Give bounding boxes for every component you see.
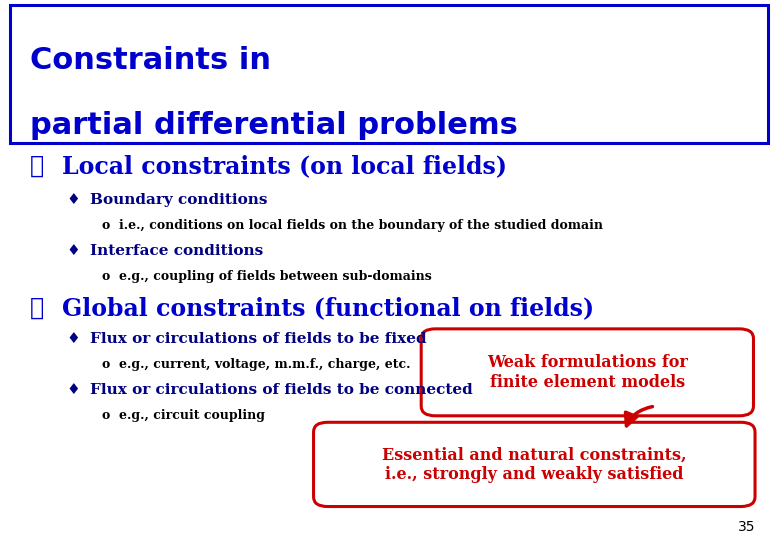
Text: 35: 35 — [738, 519, 755, 534]
Text: o: o — [101, 409, 110, 422]
Text: Flux or circulations of fields to be connected: Flux or circulations of fields to be con… — [90, 383, 473, 397]
Text: e.g., circuit coupling: e.g., circuit coupling — [119, 409, 264, 422]
Text: ♦: ♦ — [66, 383, 80, 397]
FancyBboxPatch shape — [10, 5, 768, 143]
Text: i.e., conditions on local fields on the boundary of the studied domain: i.e., conditions on local fields on the … — [119, 219, 603, 232]
Text: ♦: ♦ — [66, 332, 80, 346]
Text: Weak formulations for
finite element models: Weak formulations for finite element mod… — [487, 354, 688, 390]
Text: Interface conditions: Interface conditions — [90, 244, 263, 258]
Text: ♦: ♦ — [66, 244, 80, 258]
Text: Boundary conditions: Boundary conditions — [90, 193, 268, 207]
Text: Global constraints (functional on fields): Global constraints (functional on fields… — [62, 296, 594, 320]
Text: partial differential problems: partial differential problems — [30, 111, 517, 140]
Text: ❖: ❖ — [30, 296, 44, 320]
Text: o: o — [101, 219, 110, 232]
FancyBboxPatch shape — [314, 422, 755, 507]
Text: ♦: ♦ — [66, 193, 80, 207]
Text: e.g., coupling of fields between sub-domains: e.g., coupling of fields between sub-dom… — [119, 270, 431, 283]
Text: Constraints in: Constraints in — [30, 46, 271, 75]
Text: e.g., current, voltage, m.m.f., charge, etc.: e.g., current, voltage, m.m.f., charge, … — [119, 358, 410, 371]
Text: Local constraints (on local fields): Local constraints (on local fields) — [62, 154, 508, 178]
Text: o: o — [101, 270, 110, 283]
Text: o: o — [101, 358, 110, 371]
FancyBboxPatch shape — [421, 329, 753, 416]
Text: ❖: ❖ — [30, 154, 44, 178]
Text: Essential and natural constraints,
i.e., strongly and weakly satisfied: Essential and natural constraints, i.e.,… — [382, 446, 686, 483]
Text: Flux or circulations of fields to be fixed: Flux or circulations of fields to be fix… — [90, 332, 427, 346]
